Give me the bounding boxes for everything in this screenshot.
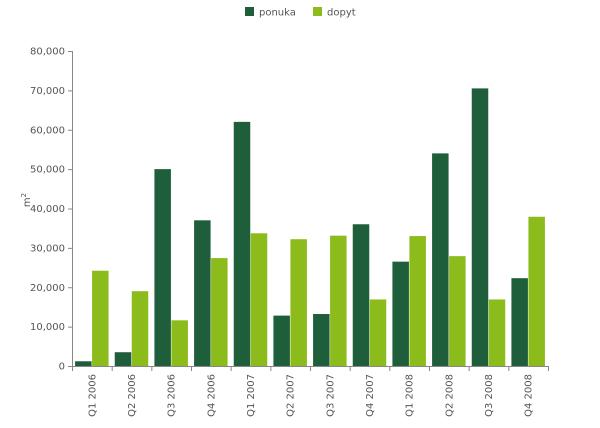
y-tick-label: 70,000 bbox=[30, 86, 65, 97]
bar-dopyt-q4-2008 bbox=[528, 216, 545, 366]
y-tick-label: 60,000 bbox=[30, 125, 65, 136]
y-tick-label: 80,000 bbox=[30, 47, 65, 58]
x-category-label: Q3 2007 bbox=[325, 374, 336, 417]
bar-ponuka-q3-2007 bbox=[313, 314, 330, 366]
y-tick-label: 40,000 bbox=[30, 204, 65, 215]
bar-dopyt-q3-2008 bbox=[488, 299, 506, 366]
legend-swatch-dopyt bbox=[313, 7, 322, 16]
y-tick-label: 20,000 bbox=[30, 283, 65, 294]
bar-ponuka-q2-2006 bbox=[114, 352, 132, 366]
y-tick-label: 50,000 bbox=[30, 165, 65, 176]
bar-dopyt-q1-2006 bbox=[92, 270, 109, 366]
x-category-label: Q3 2006 bbox=[167, 374, 178, 417]
bar-dopyt-q3-2006 bbox=[171, 320, 188, 366]
bar-ponuka-q3-2006 bbox=[154, 169, 171, 366]
legend-label-ponuka: ponuka bbox=[259, 8, 296, 19]
x-axis-labels: Q1 2006 Q2 2006 Q3 2006 Q4 2006 Q1 2007 Q2 20… bbox=[72, 366, 549, 417]
bar-ponuka-q4-2007 bbox=[352, 224, 370, 366]
x-category-label: Q1 2007 bbox=[246, 374, 257, 417]
y-tick-label: 0 bbox=[59, 362, 65, 373]
y-axis-label: m2 bbox=[20, 193, 33, 207]
bar-ponuka-q2-2008 bbox=[432, 153, 449, 366]
y-tick-label: 30,000 bbox=[30, 243, 65, 254]
bar-ponuka-q3-2008 bbox=[471, 88, 489, 366]
x-category-label: Q4 2006 bbox=[206, 374, 217, 417]
bar-dopyt-q3-2007 bbox=[330, 235, 347, 366]
x-category-label: Q2 2008 bbox=[444, 374, 455, 417]
bar-dopyt-q2-2008 bbox=[449, 256, 466, 366]
x-category-label: Q2 2006 bbox=[127, 374, 138, 417]
bar-ponuka-q1-2008 bbox=[392, 261, 409, 366]
legend-label-dopyt: dopyt bbox=[327, 8, 356, 19]
bar-dopyt-q2-2006 bbox=[131, 291, 149, 366]
bar-dopyt-q1-2008 bbox=[409, 236, 426, 366]
x-category-label: Q4 2008 bbox=[524, 374, 535, 417]
legend: ponuka dopyt bbox=[245, 7, 356, 19]
x-category-label: Q2 2007 bbox=[286, 374, 297, 417]
y-tick-label: 10,000 bbox=[30, 322, 65, 333]
x-category-label: Q1 2008 bbox=[405, 374, 416, 417]
bar-ponuka-q1-2006 bbox=[75, 361, 92, 366]
x-category-label: Q4 2007 bbox=[365, 374, 376, 417]
bars bbox=[75, 88, 545, 366]
x-category-label: Q1 2006 bbox=[87, 374, 98, 417]
x-category-label: Q3 2008 bbox=[484, 374, 495, 417]
legend-swatch-ponuka bbox=[245, 7, 254, 16]
bar-dopyt-q4-2007 bbox=[369, 299, 387, 366]
bar-ponuka-q1-2007 bbox=[233, 121, 251, 366]
bar-dopyt-q2-2007 bbox=[290, 239, 307, 366]
bar-ponuka-q4-2006 bbox=[194, 220, 211, 366]
bar-ponuka-q4-2008 bbox=[511, 278, 528, 366]
bar-dopyt-q1-2007 bbox=[250, 233, 268, 366]
bar-dopyt-q4-2006 bbox=[211, 258, 228, 366]
y-axis-ticks: 0 10,000 20,000 30,000 40,000 50,000 60,000 70,… bbox=[30, 47, 72, 373]
bar-ponuka-q2-2007 bbox=[273, 315, 290, 366]
